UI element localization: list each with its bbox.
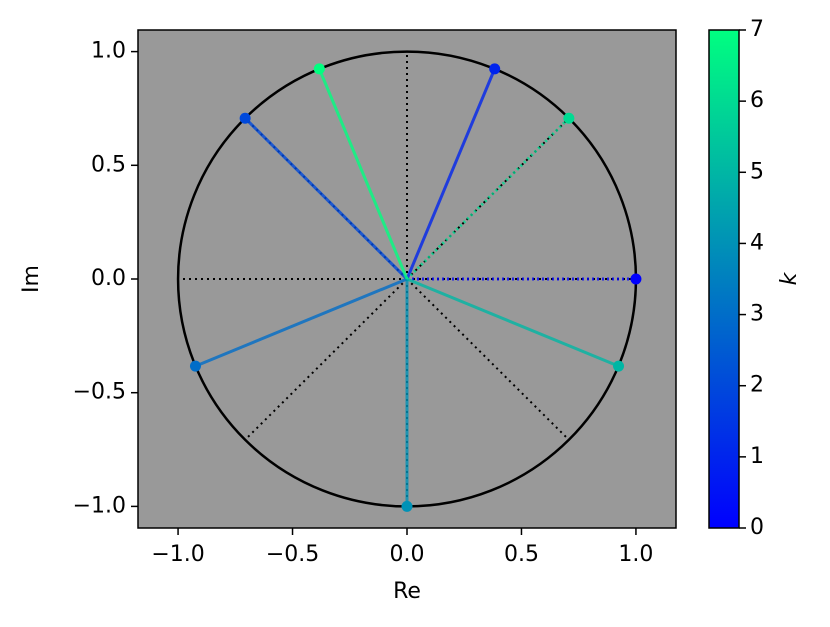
vector-line: [244, 117, 409, 281]
point: [189, 360, 201, 372]
x-tick-label: −0.5: [266, 542, 319, 567]
x-tick-label: 0.5: [504, 542, 539, 567]
vector-line: [317, 68, 409, 280]
vector-line: [405, 117, 570, 281]
y-tick-label: 0.5: [91, 152, 126, 177]
colorbar-tick-label: 1: [750, 444, 764, 469]
reference-spoke: [244, 278, 408, 441]
y-axis-label: Im: [19, 265, 44, 293]
y-tick-label: 0.0: [91, 266, 126, 291]
vector-line: [406, 277, 620, 368]
x-tick-label: −1.0: [151, 542, 204, 567]
colorbar-tick-label: 2: [750, 373, 764, 398]
x-tick-label: 1.0: [618, 542, 653, 567]
colorbar-tick-label: 3: [750, 302, 764, 327]
x-axis-label: Re: [393, 579, 421, 604]
point: [313, 63, 325, 75]
reference-spoke: [406, 117, 570, 280]
point: [563, 112, 575, 124]
colorbar-tick-label: 5: [750, 159, 764, 184]
colorbar-tick-label: 6: [750, 88, 764, 113]
colorbar-tick-label: 7: [750, 17, 764, 42]
vector-line: [405, 68, 497, 280]
point: [239, 112, 251, 124]
point: [613, 360, 625, 372]
y-tick-label: 1.0: [91, 39, 126, 64]
y-tick-label: −0.5: [73, 380, 126, 405]
x-tick-label: 0.0: [390, 542, 425, 567]
reference-spoke: [406, 278, 570, 441]
colorbar-tick-label: 0: [750, 515, 764, 540]
point: [489, 63, 501, 75]
colorbar-tick-label: 4: [750, 230, 764, 255]
point: [401, 500, 413, 512]
colorbar: [708, 29, 740, 529]
colorbar-label: k: [777, 271, 802, 285]
y-tick-label: −1.0: [73, 493, 126, 518]
vector-line: [194, 277, 408, 368]
point: [630, 273, 642, 285]
